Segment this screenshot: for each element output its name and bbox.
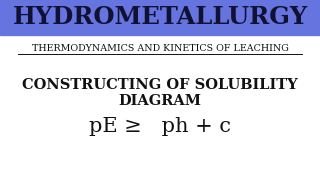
Text: HYDROMETALLURGY: HYDROMETALLURGY (12, 5, 308, 30)
Bar (0, 0, 320, 35)
Text: THERMODYNAMICS AND KINETICS OF LEACHING: THERMODYNAMICS AND KINETICS OF LEACHING (32, 44, 288, 53)
Text: pE ≥   ph + c: pE ≥ ph + c (89, 117, 231, 136)
Text: DIAGRAM: DIAGRAM (118, 94, 202, 108)
Text: CONSTRUCTING OF SOLUBILITY: CONSTRUCTING OF SOLUBILITY (22, 78, 298, 92)
